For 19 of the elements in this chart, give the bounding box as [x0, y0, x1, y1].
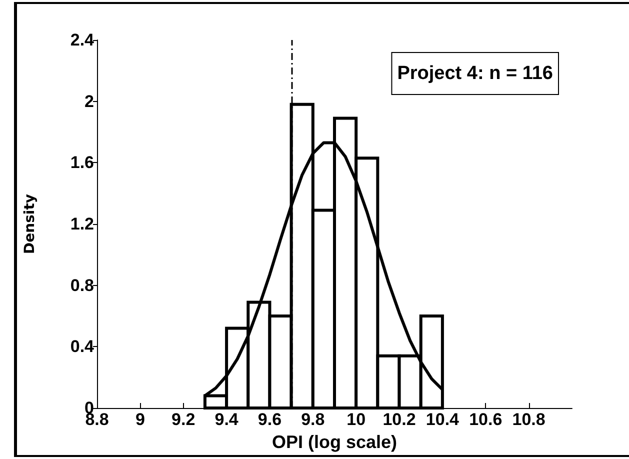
y-tick-label: 1.6: [70, 153, 94, 172]
x-tick-label: 10.8: [512, 410, 546, 429]
annotation: Project 4: n = 116: [397, 63, 554, 84]
y-axis-title: Density: [22, 194, 38, 254]
x-tick-label: 9.8: [301, 410, 325, 429]
y-tick-label: 1.2: [70, 214, 94, 234]
x-tick-label: 9.6: [258, 410, 282, 429]
x-tick-label: 9: [135, 410, 145, 429]
y-tick-label: 2.4: [70, 30, 95, 50]
y-tick-label: 0.8: [70, 276, 94, 295]
x-axis-title: OPI (log scale): [272, 432, 398, 452]
x-tick-label: 9.4: [214, 410, 239, 429]
x-tick-label: 9.2: [172, 410, 196, 429]
x-tick-label: 10.6: [469, 410, 502, 429]
x-tick-label: 10.4: [426, 410, 460, 429]
y-tick-label: 2: [84, 92, 94, 111]
x-tick-label: 10: [346, 410, 366, 429]
y-tick-label: 0.4: [70, 337, 95, 356]
x-tick-label: 10.2: [382, 410, 416, 429]
